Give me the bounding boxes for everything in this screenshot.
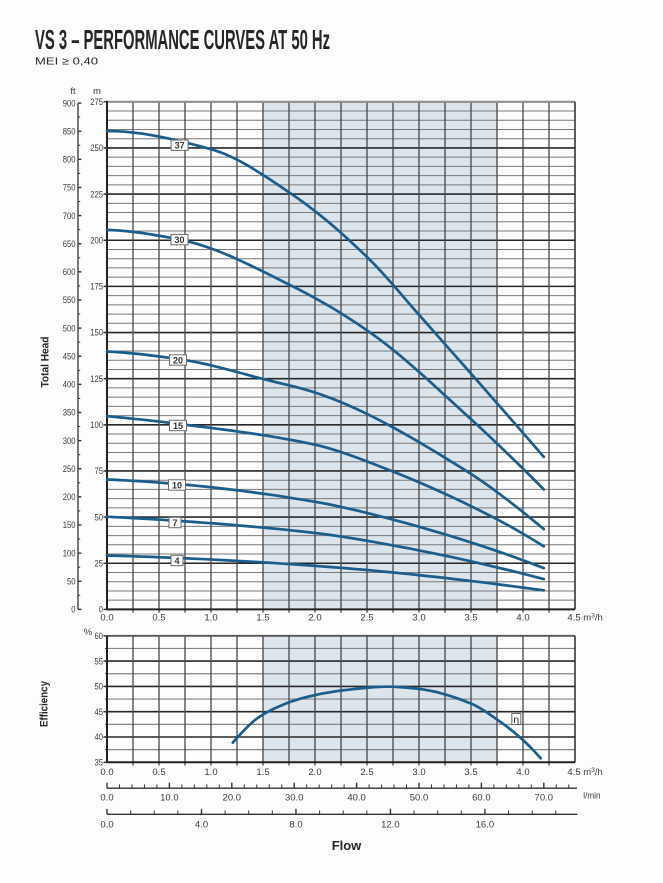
svg-text:100: 100: [63, 548, 76, 559]
svg-text:16.0: 16.0: [476, 819, 495, 830]
svg-text:m: m: [93, 86, 101, 97]
svg-text:0.0: 0.0: [100, 819, 113, 830]
svg-text:300: 300: [63, 436, 76, 447]
svg-text:2.5: 2.5: [360, 613, 373, 624]
svg-text:800: 800: [63, 155, 76, 166]
svg-text:37: 37: [175, 141, 185, 151]
svg-text:70.0: 70.0: [535, 793, 554, 804]
svg-text:40: 40: [95, 732, 104, 743]
svg-text:20: 20: [173, 355, 183, 365]
svg-text:1.5: 1.5: [256, 767, 269, 778]
svg-text:900: 900: [63, 98, 76, 109]
svg-text:3.0: 3.0: [412, 767, 425, 778]
svg-text:225: 225: [90, 189, 103, 200]
svg-text:30.0: 30.0: [285, 793, 304, 804]
svg-text:150: 150: [90, 328, 103, 339]
svg-text:2.0: 2.0: [308, 613, 321, 624]
svg-text:45: 45: [95, 707, 104, 718]
svg-text:2.0: 2.0: [308, 767, 321, 778]
svg-text:40.0: 40.0: [347, 793, 366, 804]
svg-text:0.0: 0.0: [100, 613, 113, 624]
svg-text:550: 550: [63, 295, 76, 306]
svg-text:%: %: [84, 627, 93, 638]
svg-text:4.5: 4.5: [567, 613, 580, 624]
svg-text:0: 0: [99, 605, 103, 616]
svg-text:175: 175: [90, 282, 103, 293]
svg-text:450: 450: [63, 351, 76, 362]
svg-text:0.5: 0.5: [152, 767, 165, 778]
svg-text:Flow: Flow: [332, 838, 362, 853]
svg-text:150: 150: [63, 520, 76, 531]
svg-text:700: 700: [63, 211, 76, 222]
svg-text:15: 15: [173, 421, 183, 431]
svg-text:500: 500: [63, 323, 76, 334]
svg-text:60: 60: [95, 631, 104, 642]
svg-text:4.0: 4.0: [195, 819, 208, 830]
svg-text:Efficiency: Efficiency: [39, 680, 51, 727]
svg-text:1.0: 1.0: [204, 613, 217, 624]
svg-text:0.0: 0.0: [100, 793, 113, 804]
svg-text:4: 4: [174, 556, 179, 566]
svg-text:η: η: [513, 714, 519, 726]
svg-text:25: 25: [95, 558, 104, 569]
svg-text:1.0: 1.0: [204, 767, 217, 778]
svg-text:10: 10: [172, 480, 182, 490]
svg-text:35: 35: [95, 758, 104, 769]
svg-text:250: 250: [63, 464, 76, 475]
svg-text:10.0: 10.0: [160, 793, 179, 804]
svg-text:3.5: 3.5: [464, 613, 477, 624]
svg-text:VS 3 – PERFORMANCE CURVES AT 5: VS 3 – PERFORMANCE CURVES AT 50 Hz: [35, 24, 330, 55]
svg-text:60.0: 60.0: [472, 793, 491, 804]
svg-text:4.5: 4.5: [567, 767, 580, 778]
svg-text:l/min: l/min: [583, 790, 600, 801]
svg-text:650: 650: [63, 239, 76, 250]
svg-text:200: 200: [90, 235, 103, 246]
svg-text:20.0: 20.0: [223, 793, 242, 804]
svg-text:400: 400: [63, 380, 76, 391]
svg-text:350: 350: [63, 408, 76, 419]
svg-text:2.5: 2.5: [360, 767, 373, 778]
svg-text:250: 250: [90, 143, 103, 154]
svg-text:4.0: 4.0: [516, 613, 529, 624]
svg-text:3.5: 3.5: [464, 767, 477, 778]
svg-text:m3/h: m3/h: [583, 767, 603, 778]
svg-text:4.0: 4.0: [516, 767, 529, 778]
svg-text:750: 750: [63, 183, 76, 194]
svg-text:12.0: 12.0: [381, 819, 400, 830]
svg-text:8.0: 8.0: [289, 819, 302, 830]
svg-text:7: 7: [172, 518, 177, 528]
svg-text:1.5: 1.5: [256, 613, 269, 624]
svg-text:850: 850: [63, 126, 76, 137]
svg-text:30: 30: [174, 235, 184, 245]
svg-text:600: 600: [63, 267, 76, 278]
svg-text:m3/h: m3/h: [583, 612, 603, 623]
svg-text:MEI ≥ 0,40: MEI ≥ 0,40: [35, 55, 98, 67]
svg-text:50: 50: [95, 512, 104, 523]
svg-text:50: 50: [95, 682, 104, 693]
svg-text:100: 100: [90, 420, 103, 431]
svg-text:200: 200: [63, 492, 76, 503]
svg-text:275: 275: [90, 97, 103, 108]
svg-text:50.0: 50.0: [410, 793, 429, 804]
svg-text:55: 55: [95, 656, 104, 667]
svg-text:50: 50: [67, 576, 76, 587]
svg-text:75: 75: [95, 466, 104, 477]
svg-text:3.0: 3.0: [412, 613, 425, 624]
svg-text:0.0: 0.0: [100, 767, 113, 778]
svg-text:0.5: 0.5: [152, 613, 165, 624]
svg-text:Total Head: Total Head: [40, 337, 52, 388]
svg-text:0: 0: [71, 605, 75, 616]
svg-text:ft: ft: [70, 86, 76, 97]
svg-text:125: 125: [90, 374, 103, 385]
